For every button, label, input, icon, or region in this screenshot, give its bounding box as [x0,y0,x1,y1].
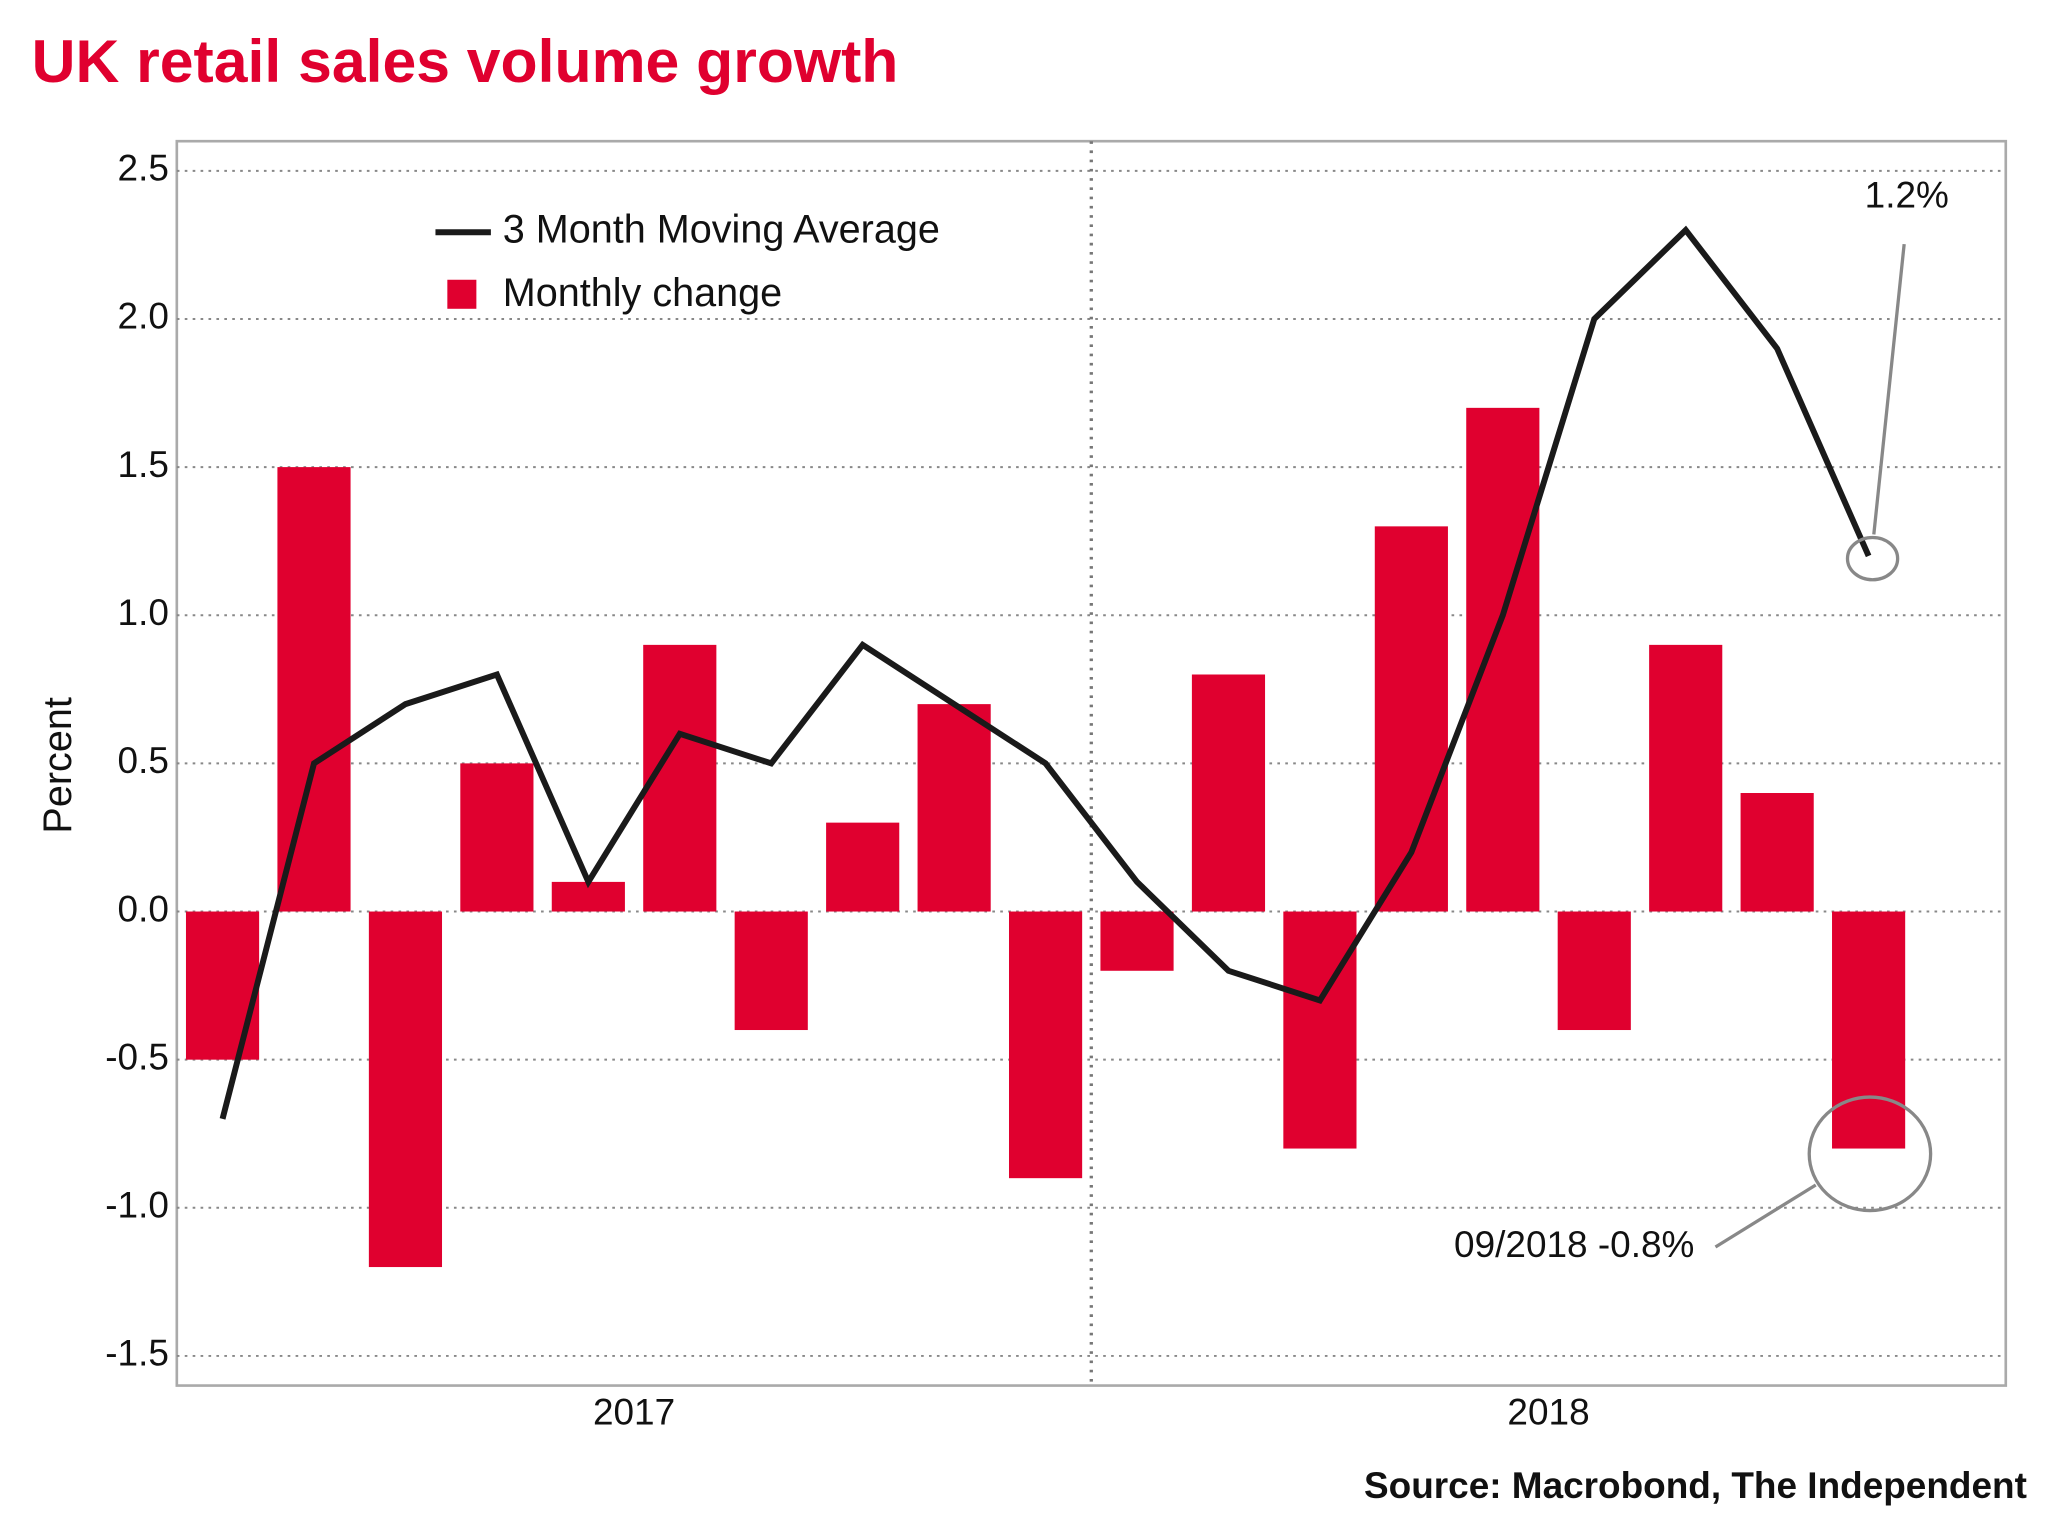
x-group-label: 2018 [1507,1391,1589,1432]
y-tick-label: 1.5 [118,444,169,485]
chart-title: UK retail sales volume growth [32,27,899,95]
bar [1100,911,1174,971]
y-tick-label: 0.0 [118,888,169,929]
y-tick-label: -1.0 [105,1185,169,1226]
bar [734,911,808,1031]
bar [917,704,991,912]
bar [1283,911,1357,1149]
y-tick-label: -0.5 [105,1036,169,1077]
bar [1832,911,1906,1149]
legend-swatch [447,279,477,309]
line [219,225,1872,1120]
bar [1649,644,1723,912]
y-tick-label: 0.5 [118,740,169,781]
y-tick-label: 2.5 [118,148,169,189]
annotation: 09/2018 -0.8% [1454,1224,1694,1265]
bar [460,763,534,912]
bar [1191,674,1266,912]
y-tick-label: -1.5 [105,1333,169,1374]
bar [1008,911,1083,1179]
annotation: 1.2% [1865,175,1949,216]
bar [185,911,260,1060]
bar [277,467,351,912]
annotation-circle [1845,535,1900,582]
bar [826,822,900,912]
annotation-circle [1807,1095,1933,1213]
y-tick-label: 1.0 [118,592,169,633]
y-axis-label: Percent [36,697,80,833]
annotation-leader [1872,243,1906,535]
bar [1557,911,1631,1031]
y-tick-label: 2.0 [118,296,169,337]
annotation-leader [1714,1183,1817,1249]
source: Source: Macrobond, The Independent [1364,1465,2027,1506]
legend-label: 3 Month Moving Average [503,208,940,252]
bar [368,911,443,1268]
bar [1740,793,1814,912]
legend-label: Monthly change [503,271,782,315]
x-group-label: 2017 [593,1391,675,1432]
bar [1466,407,1540,912]
